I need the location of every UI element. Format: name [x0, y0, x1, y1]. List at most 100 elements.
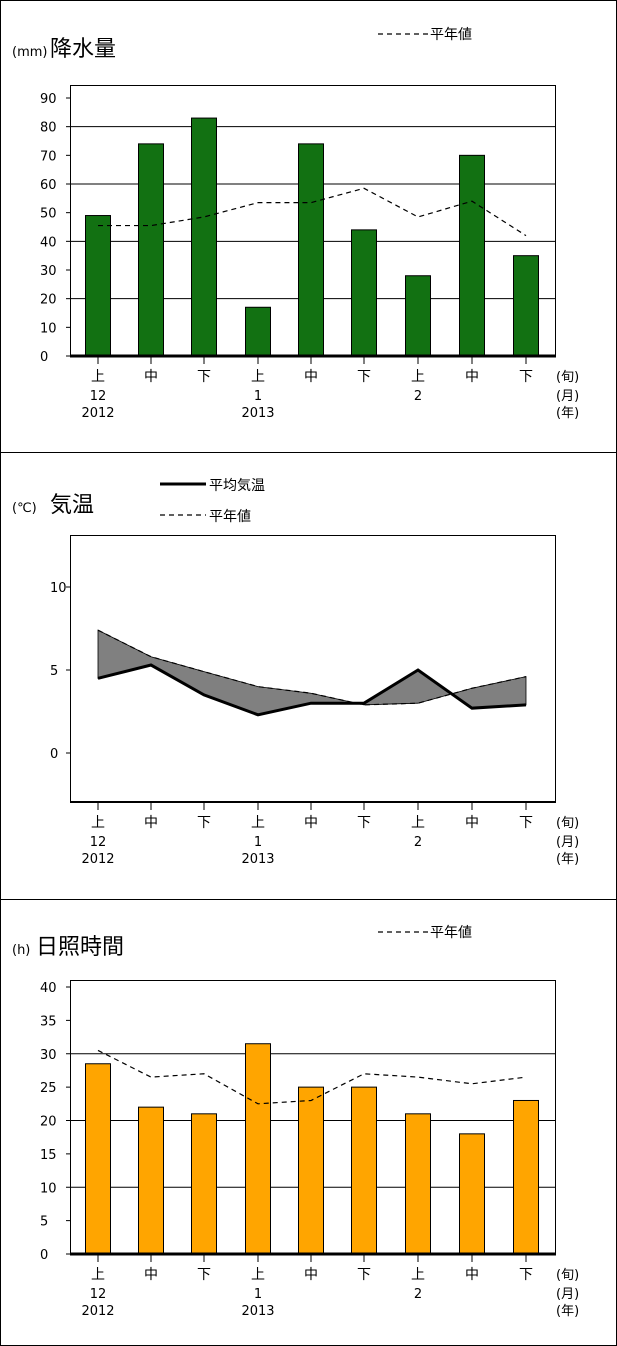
precip-x-period-label: 下 — [519, 369, 533, 385]
precip-bar — [513, 255, 539, 357]
sun-x-period-label: 中 — [144, 1267, 158, 1283]
temp-title: 気温 — [50, 493, 94, 518]
precip-y-tick-label: 60 — [40, 178, 57, 193]
precip-x-unit-month: (月) — [556, 389, 579, 404]
sun-y-tick-label: 5 — [40, 1215, 48, 1230]
sun-bar — [85, 1063, 111, 1255]
precip-x-period-label: 下 — [197, 369, 211, 385]
precip-x-month-label: 2 — [414, 389, 422, 404]
precip-x-year-label: 2013 — [241, 406, 274, 421]
sun-bar — [459, 1133, 485, 1255]
temp-x-period-label: 中 — [144, 815, 158, 831]
sun-y-tick-label: 0 — [40, 1248, 48, 1263]
temp-x-period-label: 上 — [411, 815, 425, 831]
precip-y-tick-label: 20 — [40, 293, 57, 308]
precip-bar — [191, 117, 217, 357]
sun-bar — [513, 1099, 539, 1255]
temp-legend-avg-label: 平均気温 — [209, 478, 265, 494]
precip-y-tick-label: 90 — [40, 92, 57, 107]
sun-y-tick-label: 35 — [40, 1014, 57, 1029]
precip-unit: (mm) — [12, 45, 47, 60]
sun-bar — [298, 1086, 324, 1255]
precip-legend-normal-label: 平年値 — [430, 27, 472, 43]
precip-x-period-label: 中 — [304, 369, 318, 385]
precip-x-year-label: 2012 — [81, 406, 114, 421]
sun-x-period-label: 上 — [91, 1267, 105, 1283]
temp-x-period-label: 下 — [519, 815, 533, 831]
temperature-chart: (℃) 気温 平均気温 平年値 0510 上中下上中下上中下12 1 22012 20… — [12, 478, 579, 867]
precip-x-month-label: 1 — [254, 389, 262, 404]
sun-x-unit-period: (旬) — [556, 1268, 579, 1283]
temp-legend-normal-label: 平年値 — [209, 509, 251, 525]
sun-bar — [351, 1086, 377, 1255]
precip-x-period-label: 下 — [357, 369, 371, 385]
precip-bar — [245, 306, 271, 357]
precip-y-tick-label: 40 — [40, 235, 57, 250]
precip-y-tick-label: 10 — [40, 321, 57, 336]
sun-x-period-label: 上 — [411, 1267, 425, 1283]
sun-x-unit-month: (月) — [556, 1287, 579, 1302]
precip-y-tick-label: 80 — [40, 121, 57, 136]
sun-y-tick-label: 20 — [40, 1115, 57, 1130]
temp-x-period-label: 下 — [197, 815, 211, 831]
sun-x-month-label: 12 — [90, 1287, 107, 1302]
sunshine-chart: (h) 日照時間 平年値 0 5 10 15 20 25 30 35 40 上 中 下 上 中 下 上 中 下 1… — [12, 925, 579, 1319]
sun-y-tick-label: 30 — [40, 1048, 57, 1063]
sun-x-year-label: 2013 — [241, 1304, 274, 1319]
temp-x-period-label: 上 — [251, 815, 265, 831]
temp-x-unit-year: (年) — [556, 852, 579, 867]
precip-x-unit-year: (年) — [556, 406, 579, 421]
temp-x-unit-period: (旬) — [556, 816, 579, 831]
precip-bar — [298, 143, 324, 357]
precip-bar — [85, 215, 111, 357]
sun-bar — [191, 1113, 217, 1255]
precip-x-period-label: 上 — [411, 369, 425, 385]
precip-y-tick-label: 30 — [40, 264, 57, 279]
precip-x-period-label: 上 — [251, 369, 265, 385]
temp-average-line — [97, 663, 527, 717]
sun-unit: (h) — [12, 943, 30, 958]
sun-x-period-label: 中 — [465, 1267, 479, 1283]
precip-bar — [459, 154, 485, 357]
sun-x-period-label: 下 — [197, 1267, 211, 1283]
precip-title: 降水量 — [50, 37, 116, 62]
sun-y-tick-label: 15 — [40, 1148, 57, 1163]
sun-x-month-label: 2 — [414, 1287, 422, 1302]
sun-y-tick-label: 40 — [40, 981, 57, 996]
precip-y-tick-label: 50 — [40, 207, 57, 222]
temp-normal-line — [97, 629, 527, 706]
temp-y-tick-label: 5 — [50, 664, 58, 679]
temp-x-period-label: 上 — [91, 815, 105, 831]
precip-y-tick-label: 70 — [40, 149, 57, 164]
precip-y-tick-label: 0 — [40, 350, 48, 365]
temp-x-month-label: 12 — [90, 835, 107, 850]
precip-normal-line — [98, 187, 527, 237]
temp-x-unit-month: (月) — [556, 835, 579, 850]
temp-y-tick-label: 0 — [50, 747, 58, 762]
sun-title: 日照時間 — [36, 935, 124, 960]
temp-x-period-label: 下 — [357, 815, 371, 831]
sun-x-period-label: 上 — [251, 1267, 265, 1283]
sun-bar — [138, 1106, 164, 1255]
sun-y-tick-label: 25 — [40, 1081, 57, 1096]
temp-unit: (℃) — [12, 501, 37, 516]
precip-x-period-label: 中 — [465, 369, 479, 385]
sun-x-year-label: 2012 — [81, 1304, 114, 1319]
sun-x-period-label: 下 — [519, 1267, 533, 1283]
sun-normal-line — [97, 1049, 527, 1105]
sun-x-month-label: 1 — [254, 1287, 262, 1302]
sun-bar — [245, 1043, 271, 1255]
temp-x-period-label: 中 — [465, 815, 479, 831]
sun-bar — [405, 1113, 431, 1255]
precip-x-month-label: 12 — [90, 389, 107, 404]
temp-x-period-label: 中 — [304, 815, 318, 831]
temp-x-month-label: 2 — [414, 835, 422, 850]
temp-x-month-label: 1 — [254, 835, 262, 850]
precip-bar — [405, 275, 431, 357]
precip-x-unit-period: (旬) — [556, 370, 579, 385]
sun-legend-normal-label: 平年値 — [430, 925, 472, 941]
precip-x-period-label: 中 — [144, 369, 158, 385]
sun-x-period-label: 下 — [357, 1267, 371, 1283]
